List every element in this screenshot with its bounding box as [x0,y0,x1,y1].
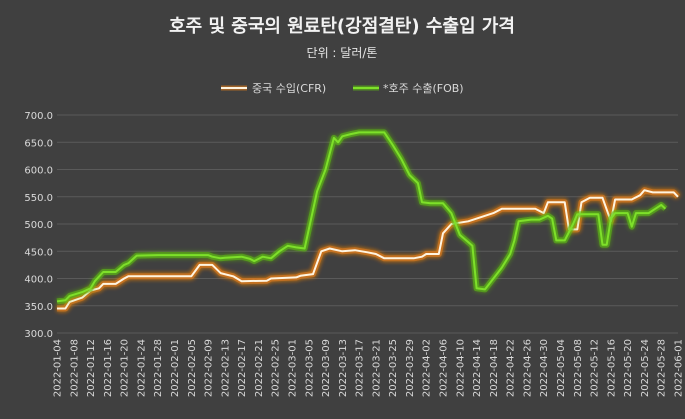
y-tick-label: 450.0 [24,247,53,258]
x-tick-label: 2022-03-21 [371,339,382,397]
x-tick-label: 2022-04-06 [439,339,450,397]
x-tick-label: 2022-05-20 [623,339,634,397]
x-tick-label: 2022-01-24 [136,339,147,397]
x-tick-label: 2022-02-25 [271,339,282,397]
x-tick-label: 2022-03-17 [355,339,366,397]
x-tick-label: 2022-05-04 [556,339,567,397]
x-tick-label: 2022-01-08 [69,339,80,397]
y-tick-label: 600.0 [24,166,53,177]
x-tick-label: 2022-04-10 [455,339,466,397]
x-tick-label: 2022-01-12 [86,339,97,397]
y-tick-label: 350.0 [24,302,53,313]
chart-title: 호주 및 중국의 원료탄(강점결탄) 수출입 가격 [169,15,515,37]
series-lines [56,129,681,312]
legend-label-aus: *호주 수출(FOB) [383,82,464,95]
chart-subtitle: 단위 : 달러/톤 [307,46,378,60]
x-tick-label: 2022-05-12 [590,339,601,397]
x-axis: 2022-01-04 2022-01-08 2022-01-12 2022-01-16… [53,339,685,397]
x-tick-label: 2022-04-14 [472,339,483,397]
series-aus-line [56,131,667,303]
x-tick-label: 2022-01-04 [53,339,64,397]
y-tick-label: 550.0 [24,193,53,204]
legend-label-china: 중국 수입(CFR) [252,82,326,95]
x-tick-label: 2022-01-16 [103,339,114,397]
x-tick-label: 2022-05-24 [640,339,651,397]
y-tick-label: 300.0 [24,329,53,340]
x-tick-label: 2022-03-25 [388,339,399,397]
x-tick-label: 2022-04-26 [522,339,533,397]
x-tick-label: 2022-02-21 [254,339,265,397]
x-tick-label: 2022-03-09 [321,339,332,397]
series-china-line [57,189,679,310]
y-tick-label: 700.0 [24,111,53,122]
x-tick-label: 2022-04-18 [489,339,500,397]
x-tick-label: 2022-03-05 [304,339,315,397]
gridlines [57,114,678,334]
x-tick-label: 2022-05-28 [657,339,668,397]
x-tick-label: 2022-04-02 [422,339,433,397]
series-china-glow [57,187,681,312]
x-tick-label: 2022-02-01 [170,339,181,397]
x-tick-label: 2022-02-09 [204,339,215,397]
x-tick-label: 2022-05-16 [606,339,617,397]
legend: 중국 수입(CFR) *호주 수출(FOB) [221,82,464,95]
x-tick-label: 2022-01-28 [153,339,164,397]
x-tick-label: 2022-04-30 [539,339,550,397]
x-tick-label: 2022-01-20 [120,339,131,397]
x-tick-label: 2022-02-13 [220,339,231,397]
x-tick-label: 2022-03-13 [338,339,349,397]
x-tick-label: 2022-06-01 [674,339,685,397]
y-axis: 700.0 650.0 600.0 550.0 500.0 450.0 400.0 350.0… [24,111,53,340]
y-tick-label: 650.0 [24,138,53,149]
x-tick-label: 2022-04-22 [506,339,517,397]
x-tick-label: 2022-03-29 [405,339,416,397]
y-tick-label: 400.0 [24,275,53,286]
y-tick-label: 500.0 [24,220,53,231]
x-tick-label: 2022-02-17 [237,339,248,397]
x-tick-label: 2022-02-05 [187,339,198,397]
x-tick-label: 2022-03-01 [287,339,298,397]
x-tick-label: 2022-05-08 [573,339,584,397]
